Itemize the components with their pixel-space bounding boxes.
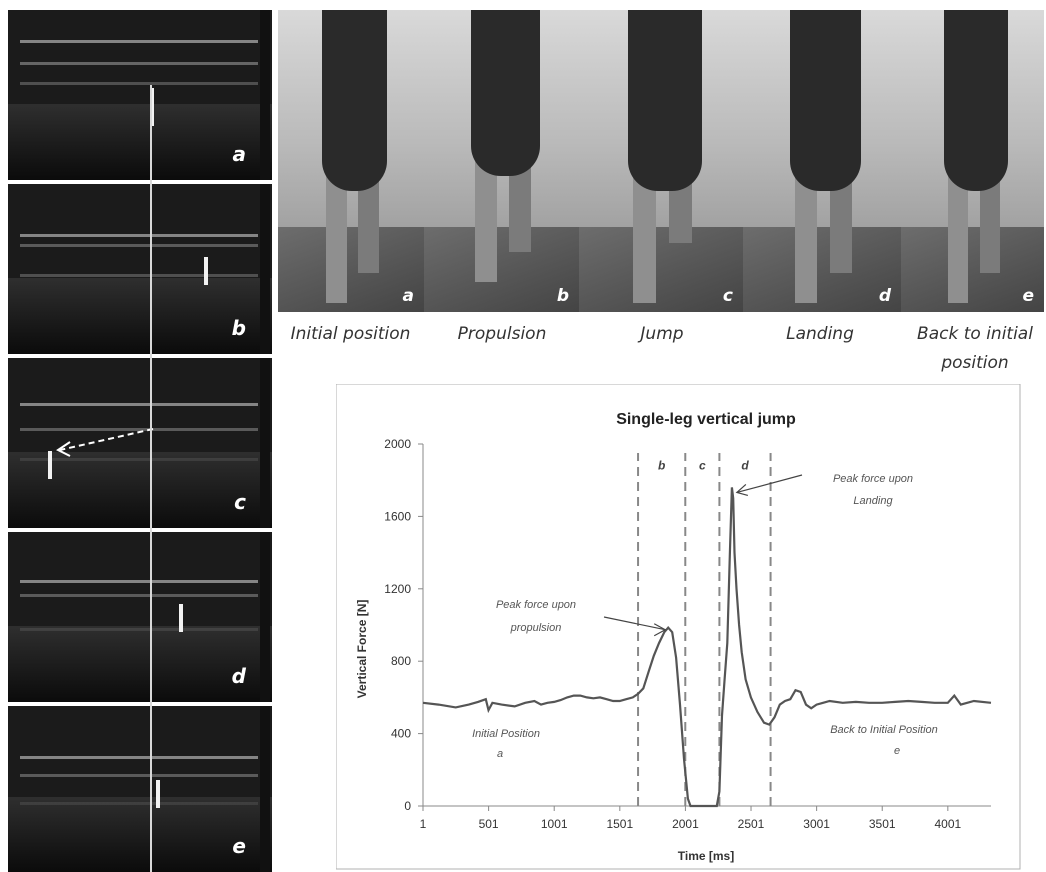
aponeurosis-marker — [48, 451, 52, 479]
force-chart: Single-leg vertical jump 1 501 1001 1501 200… — [336, 384, 1021, 870]
phase-letter: c — [699, 458, 706, 472]
y-tick-label: 2000 — [384, 437, 411, 451]
x-tick-label: 3501 — [869, 817, 896, 831]
y-tick-label: 800 — [391, 654, 411, 668]
phase-jump: Jump — [640, 324, 684, 344]
annotation-propulsion-line1: Peak force upon — [496, 599, 576, 611]
force-series-line — [422, 487, 992, 808]
photo-c: c — [579, 10, 745, 312]
panel-letter: b — [231, 316, 246, 340]
y-tick-label: 400 — [391, 727, 411, 741]
displacement-arrow — [56, 428, 154, 457]
aponeurosis-marker — [150, 88, 154, 126]
x-tick-label: 1501 — [606, 817, 633, 831]
annotation-propulsion-line2: propulsion — [510, 622, 562, 634]
photo-a: a — [278, 10, 426, 312]
x-tick-label: 1 — [420, 817, 427, 831]
photo-letter: e — [1022, 286, 1034, 306]
x-tick-label: 4001 — [934, 817, 961, 831]
chart-frame — [336, 384, 1021, 870]
phase-landing: Landing — [786, 324, 854, 344]
x-tick-label: 1001 — [541, 817, 568, 831]
photo-e: e — [901, 10, 1044, 312]
aponeurosis-marker — [179, 604, 183, 632]
x-tick-label: 2501 — [738, 817, 765, 831]
y-axis-label: Vertical Force [N] — [355, 600, 369, 699]
ultrasound-panel-c: c — [8, 358, 272, 528]
annotation-initial-position: Initial Position — [472, 728, 540, 740]
ultrasound-panel-d: d — [8, 532, 272, 702]
y-tick-label: 1200 — [384, 582, 411, 596]
photo-letter: c — [722, 286, 733, 306]
phase-propulsion: Propulsion — [457, 324, 547, 344]
panel-letter: a — [232, 142, 247, 166]
panel-letter: e — [232, 834, 246, 858]
phase-back-to-initial: Back to initial position — [917, 324, 1033, 373]
photo-d: d — [743, 10, 903, 312]
y-tick-label: 1600 — [384, 509, 411, 523]
photo-letter: a — [402, 286, 414, 306]
phase-markers: b c d — [637, 453, 772, 806]
annotation-back-to-initial: Back to Initial Position — [830, 724, 938, 736]
y-tick-label: 0 — [404, 799, 411, 813]
annotation-landing-arrowhead — [735, 483, 749, 497]
x-axis-label: Time [ms] — [678, 849, 734, 863]
chart-ticks: 1 501 1001 1501 2001 2501 3001 3501 400104008001… — [384, 437, 961, 831]
annotation-landing-line1: Peak force upon — [833, 473, 913, 485]
x-tick-label: 501 — [479, 817, 499, 831]
photo-b: b — [424, 10, 581, 312]
photo-letter: d — [878, 286, 891, 306]
annotation-landing-line2: Landing — [853, 495, 893, 507]
ultrasound-panel-e: e — [8, 706, 272, 872]
reference-line — [150, 85, 152, 872]
panel-letter: d — [231, 664, 246, 688]
panel-letter: c — [234, 490, 246, 514]
annotation-back-letter: e — [894, 745, 900, 757]
ultrasound-panel-b: b — [8, 184, 272, 354]
chart-annotations: Peak force upon propulsion Peak force upon… — [472, 473, 938, 760]
ultrasound-panel-a: a — [8, 10, 272, 180]
photo-letter: b — [556, 286, 569, 306]
annotation-landing-arrow — [736, 474, 803, 494]
phase-initial-position: Initial position — [290, 324, 411, 344]
annotation-initial-letter: a — [497, 748, 503, 760]
aponeurosis-marker — [204, 257, 208, 285]
phase-letter: d — [741, 458, 749, 472]
annotation-propulsion-arrowhead — [653, 623, 667, 637]
phase-letter: b — [658, 458, 665, 472]
x-tick-label: 2001 — [672, 817, 699, 831]
aponeurosis-marker — [156, 780, 160, 808]
chart-title: Single-leg vertical jump — [616, 411, 796, 428]
x-tick-label: 3001 — [803, 817, 830, 831]
annotation-propulsion-arrow — [603, 616, 666, 631]
